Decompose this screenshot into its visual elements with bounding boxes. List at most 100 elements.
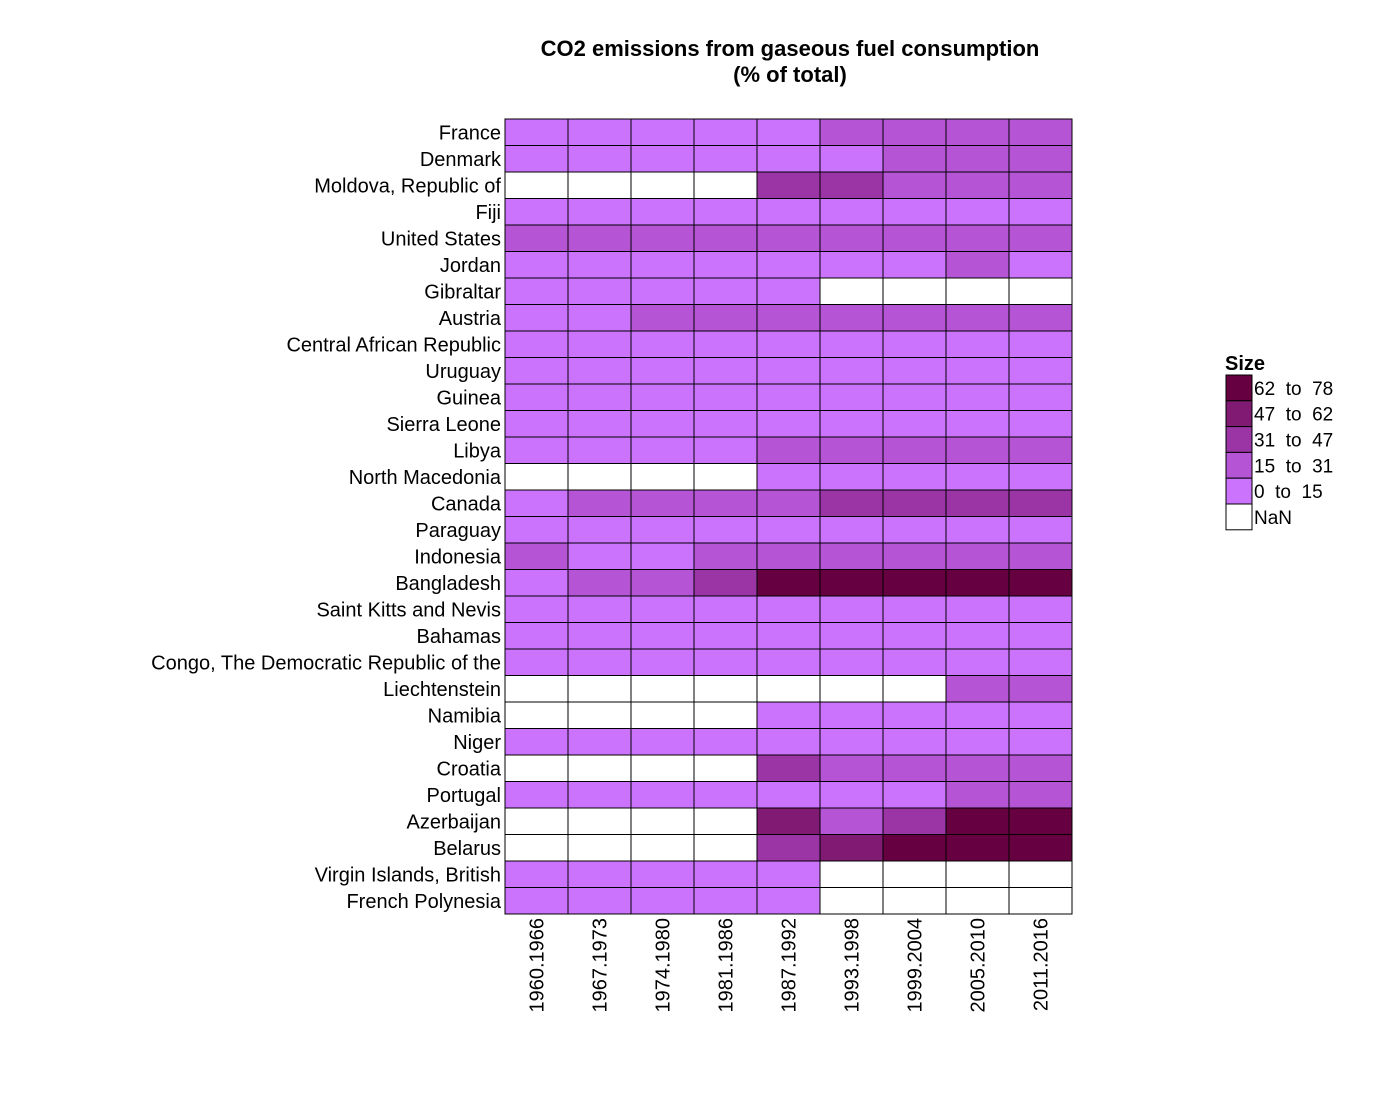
heatmap-cell [504,118,569,146]
y-tick-label: Libya [453,440,502,462]
legend-title: Size [1225,353,1265,375]
heatmap-cell [819,516,884,544]
heatmap-cell [630,569,695,597]
heatmap-cell [819,383,884,411]
heatmap-cell [756,675,821,703]
heatmap-cell [630,834,695,862]
legend-label: 47 to 62 [1254,405,1333,426]
y-tick-label: Austria [439,308,502,330]
y-tick-label: Gibraltar [424,281,501,303]
heatmap-cell [882,357,947,385]
heatmap-cell [1008,410,1073,438]
heatmap-cell [882,330,947,358]
heatmap-cell [882,304,947,332]
heatmap-cell [504,701,569,729]
heatmap-cell [756,304,821,332]
heatmap-cell [756,807,821,835]
heatmap-cell [1008,304,1073,332]
legend-items: 62 to 78 47 to 62 31 to 47 15 to 31 0 to 15 N… [1225,374,1333,531]
heatmap-cell [630,754,695,782]
heatmap-cell [693,251,758,279]
heatmap-cell [630,675,695,703]
y-tick-label: Virgin Islands, British [315,864,501,886]
heatmap-cell [945,648,1010,676]
heatmap-cell [945,224,1010,252]
x-tick-label: 1981.1986 [716,918,738,1013]
heatmap-cell [504,595,569,623]
heatmap-cell [693,807,758,835]
heatmap-cell [819,622,884,650]
heatmap-cell [1008,516,1073,544]
heatmap-cell [756,489,821,517]
heatmap-cells [504,118,1073,915]
heatmap-cell [693,754,758,782]
heatmap-cell [1008,330,1073,358]
heatmap-cell [630,542,695,570]
heatmap-cell [819,251,884,279]
heatmap-cell [693,489,758,517]
heatmap-cell [945,436,1010,464]
heatmap-cell [567,516,632,544]
heatmap-cell [882,410,947,438]
heatmap-cell [756,622,821,650]
heatmap-cell [756,595,821,623]
heatmap-cell [630,595,695,623]
y-tick-label: Liechtenstein [383,679,501,701]
heatmap-cell [630,198,695,226]
heatmap-cell [693,224,758,252]
y-tick-label: Canada [431,493,502,515]
heatmap-cell [882,383,947,411]
heatmap-cell [882,569,947,597]
heatmap-cell [630,304,695,332]
heatmap-cell [1008,728,1073,756]
heatmap-cell [945,834,1010,862]
heatmap-cell [945,701,1010,729]
legend-label: 31 to 47 [1254,431,1333,452]
chart-title-line-2: (% of total) [733,62,847,87]
heatmap-cell [819,807,884,835]
heatmap-cell [882,489,947,517]
heatmap-cell [882,807,947,835]
chart-title-line-1: CO2 emissions from gaseous fuel consumpt… [541,36,1040,61]
heatmap-cell [819,463,884,491]
legend-swatch [1225,374,1253,402]
heatmap-cell [567,118,632,146]
heatmap-cell [756,569,821,597]
heatmap-cell [1008,569,1073,597]
heatmap-cell [567,569,632,597]
legend: Size 62 to 78 47 to 62 31 to 47 15 to 31 0 t… [1225,353,1333,531]
heatmap-cell [693,304,758,332]
heatmap-cell [945,807,1010,835]
y-tick-label: Jordan [440,255,501,277]
heatmap-cell [693,781,758,809]
heatmap-cell [567,277,632,305]
heatmap-cell [882,224,947,252]
heatmap-cell [630,118,695,146]
heatmap-cell [945,118,1010,146]
heatmap-cell [630,622,695,650]
heatmap-cell [504,357,569,385]
heatmap-cell [1008,754,1073,782]
heatmap-cell [945,489,1010,517]
heatmap-cell [945,542,1010,570]
heatmap-cell [504,330,569,358]
y-tick-label: Paraguay [415,520,501,542]
heatmap-cell [1008,277,1073,305]
heatmap-cell [504,304,569,332]
heatmap-cell [819,569,884,597]
heatmap-cell [819,330,884,358]
x-tick-label: 1987.1992 [779,918,801,1013]
heatmap-cell [504,569,569,597]
y-tick-label: French Polynesia [346,891,501,913]
heatmap-cell [567,834,632,862]
legend-label: NaN [1254,508,1292,529]
heatmap-cell [1008,542,1073,570]
heatmap-cell [945,383,1010,411]
heatmap-cell [756,145,821,173]
heatmap-cell [567,145,632,173]
heatmap-cell [819,754,884,782]
heatmap-cell [819,834,884,862]
heatmap-cell [504,834,569,862]
y-tick-label: Croatia [437,758,502,780]
heatmap-cell [756,754,821,782]
